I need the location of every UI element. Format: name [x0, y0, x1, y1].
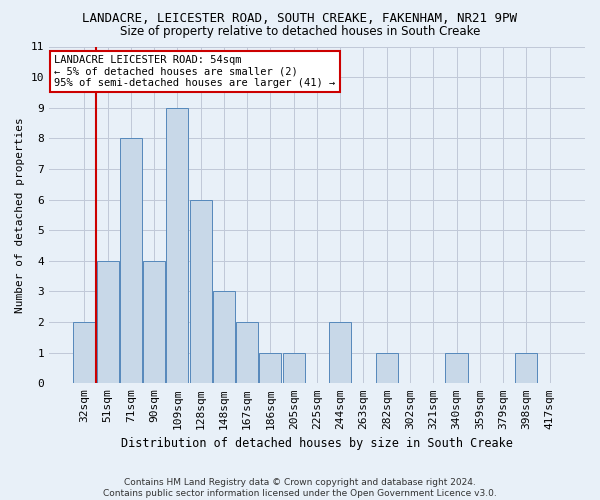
Text: Contains HM Land Registry data © Crown copyright and database right 2024.
Contai: Contains HM Land Registry data © Crown c… — [103, 478, 497, 498]
Bar — [213, 292, 235, 384]
Bar — [97, 261, 119, 384]
Bar — [283, 352, 305, 384]
Bar — [236, 322, 258, 384]
Bar — [259, 352, 281, 384]
Bar — [190, 200, 212, 384]
Text: Size of property relative to detached houses in South Creake: Size of property relative to detached ho… — [120, 25, 480, 38]
Bar — [73, 322, 95, 384]
Bar — [143, 261, 165, 384]
Y-axis label: Number of detached properties: Number of detached properties — [15, 117, 25, 313]
Bar — [120, 138, 142, 384]
Bar — [445, 352, 467, 384]
Text: LANDACRE LEICESTER ROAD: 54sqm
← 5% of detached houses are smaller (2)
95% of se: LANDACRE LEICESTER ROAD: 54sqm ← 5% of d… — [54, 55, 335, 88]
X-axis label: Distribution of detached houses by size in South Creake: Distribution of detached houses by size … — [121, 437, 513, 450]
Bar — [515, 352, 538, 384]
Text: LANDACRE, LEICESTER ROAD, SOUTH CREAKE, FAKENHAM, NR21 9PW: LANDACRE, LEICESTER ROAD, SOUTH CREAKE, … — [83, 12, 517, 26]
Bar — [329, 322, 351, 384]
Bar — [166, 108, 188, 384]
Bar — [376, 352, 398, 384]
